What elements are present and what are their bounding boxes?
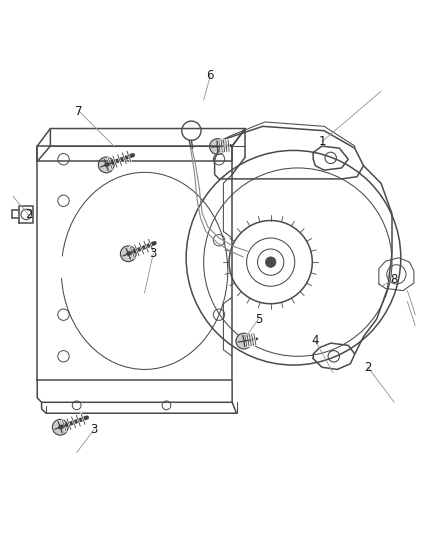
Text: 2: 2	[25, 208, 32, 221]
Text: 2: 2	[364, 361, 372, 374]
Text: 8: 8	[391, 273, 398, 286]
Circle shape	[210, 139, 226, 155]
Circle shape	[53, 419, 68, 435]
Text: 5: 5	[255, 312, 262, 326]
Text: 7: 7	[75, 104, 83, 117]
Text: 3: 3	[150, 247, 157, 260]
Circle shape	[236, 333, 252, 349]
Text: 4: 4	[311, 335, 319, 348]
Text: 6: 6	[206, 69, 214, 83]
Text: 3: 3	[91, 423, 98, 436]
Circle shape	[99, 157, 114, 173]
Text: 1: 1	[318, 135, 326, 148]
Circle shape	[265, 257, 276, 268]
Circle shape	[120, 246, 136, 262]
